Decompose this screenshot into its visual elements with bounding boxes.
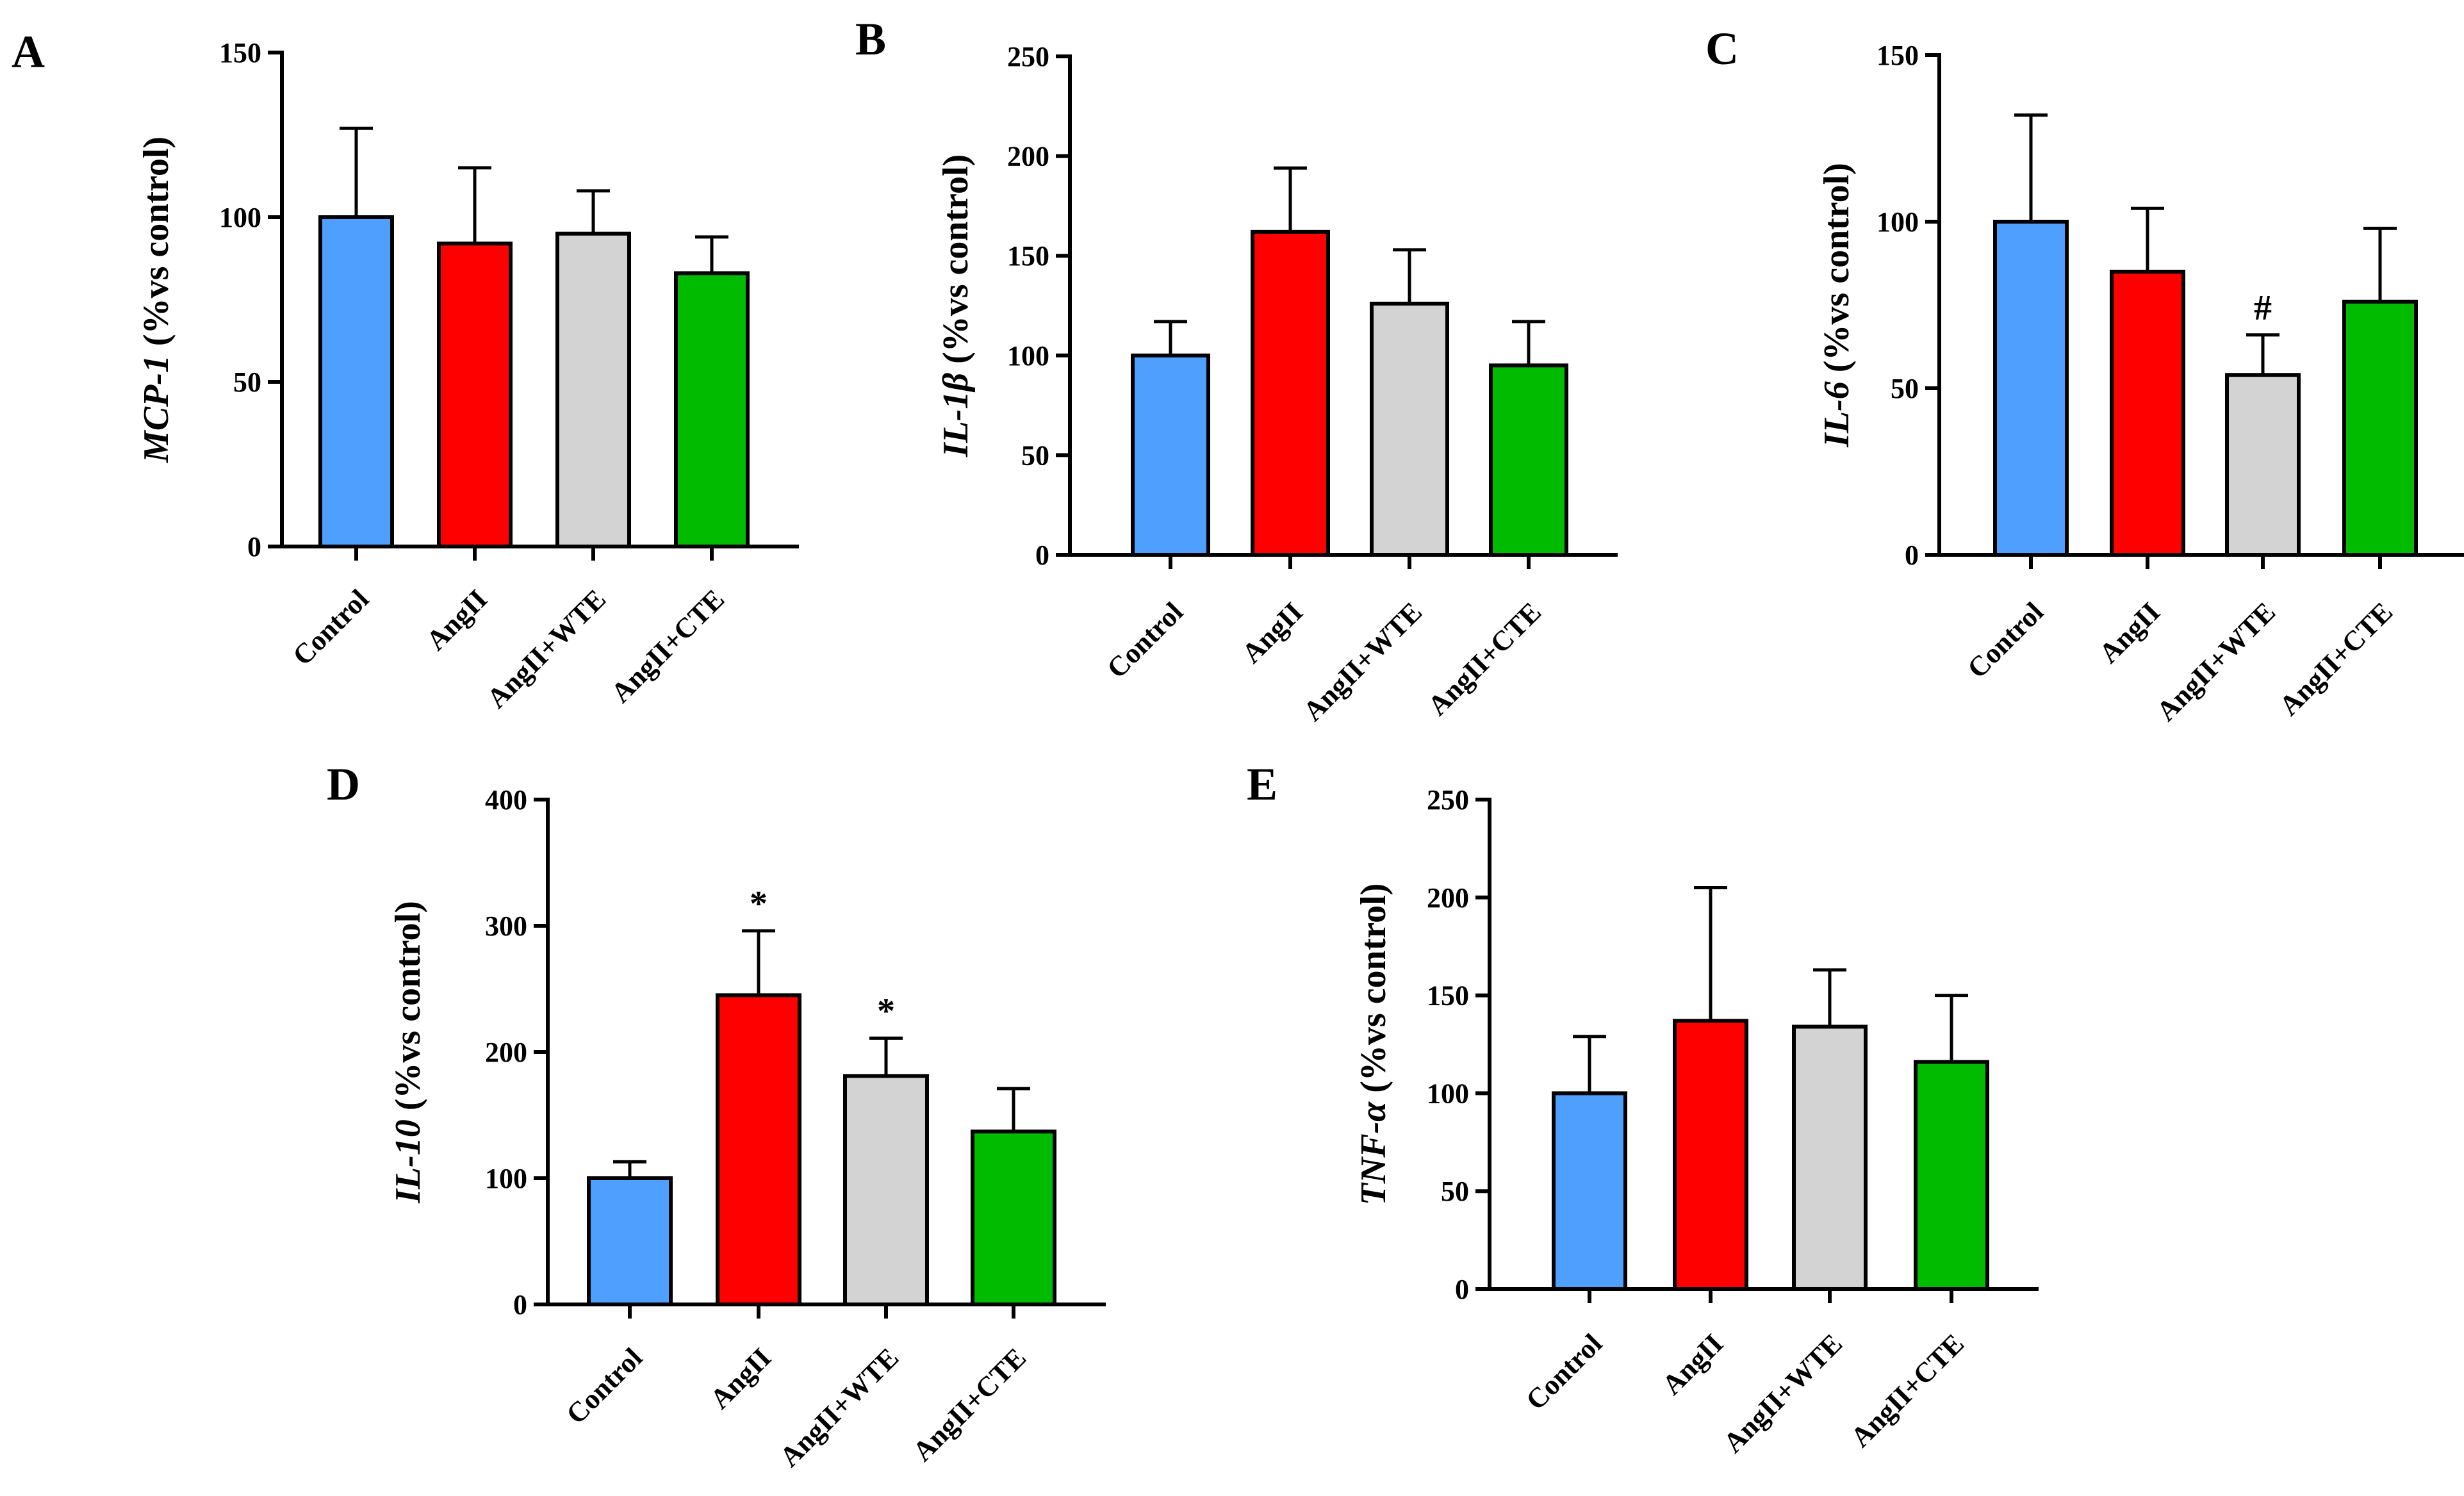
category-label: Control bbox=[1961, 596, 2049, 684]
bar-control bbox=[1131, 353, 1210, 557]
y-tick-label: 0 bbox=[1905, 539, 1919, 571]
panel-e: E 0 50 100 150 200 250 TNF-α (%vs control) Contr… bbox=[1247, 759, 2039, 1459]
panel-letter: C bbox=[1705, 23, 1739, 74]
y-tick-label: 150 bbox=[219, 37, 261, 69]
category-label: AngII+CTE bbox=[907, 1342, 1032, 1467]
bar-angii-cte bbox=[971, 1130, 1056, 1306]
y-axis-title-italic: TNF-α bbox=[1354, 1101, 1393, 1206]
category-label: AngII bbox=[1236, 596, 1309, 669]
bar-angii-wte bbox=[1792, 1024, 1868, 1291]
y-axis-title-italic: MCP-1 bbox=[136, 355, 176, 463]
bar-angii-wte bbox=[843, 1074, 929, 1307]
bar-angii-wte bbox=[2225, 373, 2301, 557]
category-label: AngII+CTE bbox=[2273, 596, 2399, 721]
bar-angii-cte bbox=[674, 271, 750, 548]
category-label: AngII bbox=[2093, 596, 2166, 669]
bar-control bbox=[587, 1176, 673, 1306]
y-tick-label: 200 bbox=[1427, 882, 1469, 914]
panel-d: D 0 100 200 300 400 IL-10 (%vs control) Control… bbox=[327, 759, 1106, 1473]
category-label: Control bbox=[1101, 596, 1189, 684]
y-axis-title-rest: (%vs control) bbox=[936, 154, 976, 373]
category-label: AngII+WTE bbox=[481, 583, 612, 714]
y-tick-label: 300 bbox=[485, 910, 527, 942]
category-label: AngII+CTE bbox=[1422, 596, 1547, 721]
y-tick-label: 50 bbox=[1891, 373, 1919, 404]
category-label: AngII+WTE bbox=[1297, 596, 1429, 727]
y-axis-title-rest: (%vs control) bbox=[1817, 163, 1857, 381]
panel-a: A 0 50 100 150 MCP-1 (%vs control) Control AngI… bbox=[12, 26, 799, 714]
y-tick-label: 100 bbox=[219, 202, 261, 233]
y-tick-label: 0 bbox=[513, 1289, 527, 1320]
y-axis-title-rest: (%vs control) bbox=[136, 136, 176, 355]
category-label: Control bbox=[1520, 1327, 1608, 1416]
bar-angii bbox=[437, 242, 513, 548]
y-tick-label: 200 bbox=[485, 1037, 527, 1068]
significance-marker: * bbox=[750, 884, 768, 924]
y-tick-label: 250 bbox=[1007, 41, 1049, 72]
y-tick-label: 50 bbox=[233, 366, 261, 398]
y-axis-title: TNF-α (%vs control) bbox=[1354, 884, 1393, 1206]
y-axis-title-italic: IL-6 bbox=[1817, 381, 1857, 448]
bar-angii-cte bbox=[1489, 363, 1568, 557]
y-tick-label: 100 bbox=[1877, 206, 1919, 238]
y-tick-label: 150 bbox=[1427, 980, 1469, 1012]
bar-angii bbox=[1673, 1019, 1748, 1291]
y-tick-label: 100 bbox=[1007, 340, 1049, 372]
y-tick-label: 400 bbox=[485, 784, 527, 816]
bar-angii-wte bbox=[1370, 301, 1449, 557]
panel-c: C 0 50 100 150 IL-6 (%vs control) Control AngII… bbox=[1705, 23, 2464, 727]
category-label: Control bbox=[560, 1342, 648, 1430]
bar-control bbox=[1993, 220, 2069, 557]
category-label: AngII bbox=[704, 1342, 777, 1415]
category-label: AngII+CTE bbox=[605, 583, 730, 709]
y-axis-title: IL-10 (%vs control) bbox=[388, 901, 428, 1204]
category-label: AngII+CTE bbox=[1844, 1327, 1970, 1453]
y-axis-title-rest: (%vs control) bbox=[1354, 884, 1393, 1102]
panel-letter: A bbox=[12, 26, 45, 78]
category-label: AngII+WTE bbox=[1718, 1327, 1849, 1459]
significance-marker: * bbox=[877, 991, 895, 1031]
bar-angii bbox=[1251, 229, 1330, 557]
category-label: AngII bbox=[420, 583, 493, 656]
bar-angii bbox=[716, 993, 801, 1306]
y-tick-label: 0 bbox=[1455, 1274, 1469, 1305]
y-axis-title: MCP-1 (%vs control) bbox=[136, 136, 176, 463]
bar-angii-cte bbox=[1914, 1060, 1989, 1292]
category-label: AngII+WTE bbox=[2151, 596, 2282, 727]
panel-letter: E bbox=[1247, 759, 1277, 810]
y-axis-title-rest: (%vs control) bbox=[388, 901, 428, 1119]
y-tick-label: 0 bbox=[247, 531, 261, 563]
category-label: AngII bbox=[1656, 1327, 1729, 1401]
y-tick-label: 0 bbox=[1035, 539, 1049, 571]
category-label: AngII+WTE bbox=[774, 1342, 905, 1473]
category-label: Control bbox=[286, 583, 375, 671]
y-tick-label: 100 bbox=[485, 1163, 527, 1194]
significance-marker: # bbox=[2254, 288, 2272, 328]
panel-b: B 0 50 100 150 200 250 IL-1β (%vs control) Contr… bbox=[855, 13, 1618, 727]
bar-angii-wte bbox=[555, 231, 631, 548]
bar-angii-cte bbox=[2342, 299, 2418, 557]
y-tick-label: 150 bbox=[1007, 240, 1049, 272]
y-axis-title-italic: IL-10 bbox=[388, 1119, 428, 1204]
panel-letter: B bbox=[855, 13, 886, 65]
y-tick-label: 200 bbox=[1007, 141, 1049, 172]
y-axis-title-italic: IL-1β bbox=[936, 373, 976, 458]
bar-angii bbox=[2110, 270, 2185, 557]
y-axis-title: IL-6 (%vs control) bbox=[1817, 163, 1857, 448]
y-tick-label: 250 bbox=[1427, 784, 1469, 816]
y-tick-label: 100 bbox=[1427, 1078, 1469, 1109]
bar-control bbox=[1552, 1091, 1627, 1292]
y-tick-label: 50 bbox=[1441, 1176, 1469, 1207]
y-axis-title: IL-1β (%vs control) bbox=[936, 154, 976, 457]
panel-letter: D bbox=[327, 759, 360, 810]
y-tick-label: 50 bbox=[1021, 440, 1049, 471]
y-tick-label: 150 bbox=[1877, 40, 1919, 71]
bar-control bbox=[318, 215, 394, 548]
